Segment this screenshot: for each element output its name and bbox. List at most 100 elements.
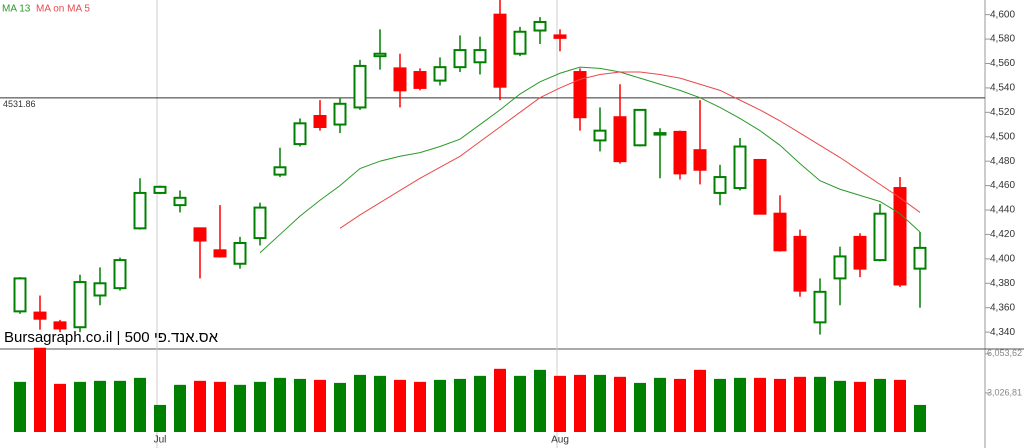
volume-bar [334, 382, 346, 432]
volume-bar [374, 375, 386, 432]
volume-bar [414, 381, 426, 432]
candle-body [793, 235, 807, 292]
candle-body [333, 102, 347, 126]
candle-body [73, 281, 87, 329]
volume-bar [274, 377, 286, 432]
volume-bar [294, 378, 306, 432]
volume-bar [754, 377, 766, 432]
candle-body [513, 30, 527, 55]
y-tick-label: 4,400 [990, 254, 1015, 265]
candle-body [33, 311, 47, 320]
volume-bar [394, 379, 406, 432]
volume-bar [694, 369, 706, 432]
ma-line [339, 71, 921, 229]
y-tick-label: 4,540 [990, 83, 1015, 94]
volume-bar [154, 404, 166, 432]
volume-bar [474, 375, 486, 432]
volume-bar [354, 374, 366, 432]
candle-body [233, 241, 247, 265]
candle-body [553, 34, 567, 39]
y-tick-label: 4,560 [990, 58, 1015, 69]
candle-body [373, 52, 387, 58]
volume-bar [654, 377, 666, 432]
volume-bar [314, 379, 326, 432]
volume-bar [574, 374, 586, 432]
watermark: Bursagraph.co.il | אס.אנד.פי 500 [4, 329, 219, 346]
volume-bar [514, 375, 526, 432]
candle-body [253, 206, 267, 240]
candle-body [193, 227, 207, 242]
candle-body [13, 277, 27, 313]
y-tick-label: 4,340 [990, 327, 1015, 338]
candle-body [613, 116, 627, 163]
reference-label: 4531.86 [3, 99, 36, 109]
volume-bar [134, 377, 146, 432]
volume-bar [734, 377, 746, 432]
candle-body [813, 290, 827, 324]
candle-body [173, 196, 187, 207]
volume-bar [794, 376, 806, 432]
volume-bar [814, 376, 826, 432]
candle-body [273, 166, 287, 176]
volume-bar [494, 368, 506, 432]
candle-body [713, 176, 727, 194]
volume-tick-label: 3,026,81 [987, 387, 1022, 397]
candle-body [133, 191, 147, 230]
y-tick-label: 4,380 [990, 278, 1015, 289]
candle-body [693, 149, 707, 171]
y-tick-label: 4,580 [990, 34, 1015, 45]
volume-bar [14, 381, 26, 432]
candle-body [53, 321, 67, 330]
candle-body [593, 129, 607, 142]
volume-bar [914, 404, 926, 432]
candle-body [773, 212, 787, 252]
candle-body [633, 108, 647, 147]
volume-bar [714, 378, 726, 432]
candle-body [413, 71, 427, 89]
candle-body [213, 249, 227, 258]
volume-tick-label: 6,053,62 [987, 348, 1022, 358]
volume-bar [94, 380, 106, 432]
candle-body [313, 115, 327, 128]
x-tick-label: Aug [551, 435, 569, 446]
volume-bar [214, 381, 226, 432]
candle-body [453, 49, 467, 69]
volume-bar [674, 378, 686, 432]
candle-body [493, 13, 507, 88]
candle-body [293, 122, 307, 146]
volume-bar [454, 378, 466, 432]
volume-bar [834, 380, 846, 432]
volume-bar [254, 381, 266, 432]
volume-bar [854, 381, 866, 432]
candle-body [153, 185, 167, 194]
y-tick-label: 4,460 [990, 180, 1015, 191]
y-tick-label: 4,520 [990, 107, 1015, 118]
candle-body [673, 130, 687, 175]
y-tick-label: 4,440 [990, 205, 1015, 216]
volume-bar [594, 374, 606, 432]
volume-bar [894, 379, 906, 432]
candle-body [833, 255, 847, 280]
candle-body [353, 64, 367, 109]
candle-body [893, 187, 907, 286]
candle-body [573, 71, 587, 119]
candle-body [733, 145, 747, 190]
volume-bar [34, 347, 46, 432]
volume-bar [194, 380, 206, 432]
candle-body [913, 246, 927, 270]
volume-bar [874, 378, 886, 432]
candle-body [113, 259, 127, 290]
volume-bar [534, 369, 546, 432]
y-tick-label: 4,600 [990, 9, 1015, 20]
candle-body [653, 132, 667, 136]
y-tick-label: 4,480 [990, 156, 1015, 167]
candle-body [533, 20, 547, 32]
volume-bar [554, 375, 566, 432]
volume-bar [234, 384, 246, 432]
volume-bar [634, 382, 646, 432]
ma-line [259, 66, 921, 254]
candle-body [853, 235, 867, 270]
candle-body [473, 49, 487, 64]
volume-bar [774, 378, 786, 432]
